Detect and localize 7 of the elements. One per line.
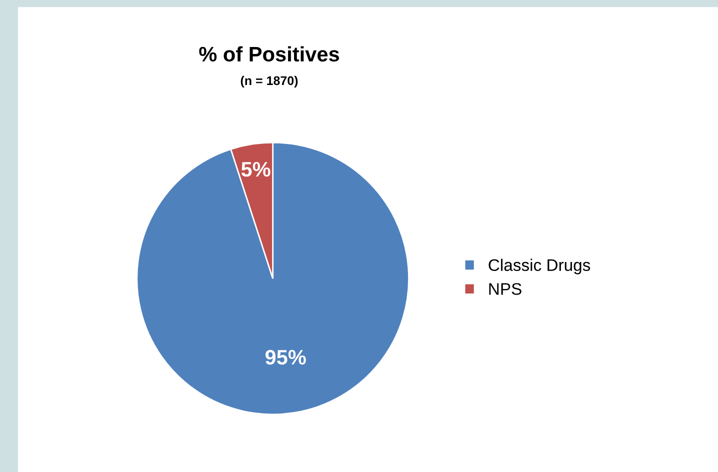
chart-title: % of Positives	[199, 46, 340, 62]
chart-subtitle: (n = 1870)	[240, 76, 298, 88]
legend-label: Classic Drugs	[488, 258, 590, 274]
pie-slice	[136, 142, 410, 416]
data-label: 95%	[265, 350, 306, 365]
data-label: 5%	[241, 162, 270, 177]
legend-label: NPS	[489, 283, 522, 295]
